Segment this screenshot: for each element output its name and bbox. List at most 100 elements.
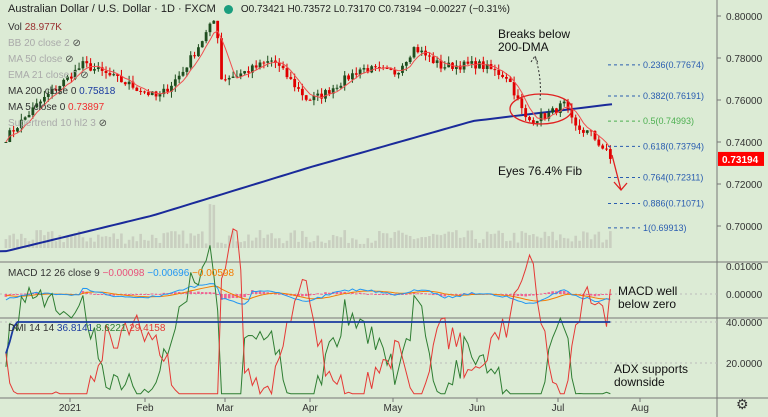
candle-body <box>23 117 27 120</box>
volume-bar <box>8 235 12 248</box>
candle-body <box>166 88 170 92</box>
candle-body <box>551 108 555 113</box>
candle-body <box>81 61 85 69</box>
volume-bar <box>555 240 558 248</box>
legend-macd[interactable]: MACD 12 26 close 9 −0.00098 −0.00696 −0.… <box>8 268 234 279</box>
macd-histogram-bar <box>220 294 223 300</box>
volume-bar <box>170 231 173 248</box>
legend-bb[interactable]: BB 20 close 2 ⊘ <box>8 38 81 49</box>
volume-bar <box>562 237 566 248</box>
macd-histogram-bar <box>208 292 212 294</box>
volume-bar <box>150 234 154 248</box>
dmi-tick-label: 20.0000 <box>726 359 763 370</box>
volume-bar <box>297 241 300 248</box>
candle-body <box>108 72 112 76</box>
candle-body <box>93 69 96 71</box>
macd-histogram-bar <box>535 294 539 295</box>
macd-histogram-bar <box>562 290 566 294</box>
time-tick-label: May <box>384 403 403 414</box>
macd-histogram-bar <box>343 291 347 294</box>
hidden-eye-icon[interactable]: ⊘ <box>65 54 74 65</box>
candle-body <box>127 81 131 85</box>
candle-body <box>543 113 547 119</box>
volume-bar <box>428 236 431 248</box>
macd-histogram-bar <box>335 291 339 294</box>
macd-histogram-bar <box>320 293 323 295</box>
legend-ema21[interactable]: EMA 21 close 0 ⊘ <box>8 70 89 81</box>
supertrend-label: Supertrend 10 hl2 3 <box>8 118 96 129</box>
candle-body <box>597 139 601 146</box>
candle-body <box>570 108 574 118</box>
settings-gear-icon[interactable]: ⚙ <box>736 396 749 412</box>
legend-dmi[interactable]: DMI 14 14 36.8141 8.6221 29.4158 <box>8 323 165 334</box>
volume-bar <box>478 242 481 248</box>
candle-body <box>143 91 146 93</box>
time-tick-label: Aug <box>631 403 649 414</box>
volume-bar <box>89 237 92 248</box>
candle-body <box>39 101 42 104</box>
candle-body <box>347 75 350 80</box>
high-value: H0.73572 <box>287 3 331 15</box>
candle-body <box>351 73 354 80</box>
volume-bar <box>443 233 447 248</box>
time-tick-label: Mar <box>216 403 234 414</box>
volume-bar <box>512 232 516 248</box>
macd-histogram-bar <box>339 292 343 294</box>
candle-body <box>62 79 66 87</box>
candle-body <box>135 87 139 91</box>
volume-bar <box>104 236 108 248</box>
volume-bar <box>316 235 320 248</box>
candle-body <box>385 67 389 69</box>
bb-label: BB 20 close 2 <box>8 38 70 49</box>
volume-bar <box>485 231 489 248</box>
macd-histogram-bar <box>139 294 142 295</box>
macd-histogram-bar <box>458 294 462 295</box>
legend-ma200[interactable]: MA 200 close 0 0.75818 <box>8 86 115 97</box>
candle-body <box>416 47 420 53</box>
volume-bar <box>93 241 96 248</box>
candle-body <box>46 93 50 97</box>
volume-bar <box>385 233 389 248</box>
candle-body <box>316 93 320 96</box>
annotation-eyes-fib: Eyes 76.4% Fib <box>498 164 583 178</box>
legend-supertrend[interactable]: Supertrend 10 hl2 3 ⊘ <box>8 118 107 129</box>
candle-body <box>505 76 508 79</box>
legend-ma50[interactable]: MA 50 close ⊘ <box>8 54 74 65</box>
hidden-eye-icon[interactable]: ⊘ <box>98 118 108 129</box>
volume-bar <box>339 237 343 248</box>
hidden-eye-icon[interactable]: ⊘ <box>72 38 81 49</box>
macd-histogram-bar <box>358 292 362 294</box>
candle-body <box>173 79 177 86</box>
candle-body <box>162 88 166 95</box>
volume-bar <box>66 237 69 248</box>
down-arrow <box>611 154 628 191</box>
volume-bar <box>462 237 466 248</box>
hidden-eye-icon[interactable]: ⊘ <box>80 70 89 81</box>
volume-bar <box>154 237 158 248</box>
candle-body <box>320 93 324 99</box>
annotation-adx: ADX supports downside <box>614 362 689 389</box>
annotation-macd: MACD well below zero <box>618 284 678 311</box>
candle-body <box>104 70 108 73</box>
volume-bar <box>451 232 454 248</box>
candle-body <box>458 65 462 70</box>
macd-histogram-bar <box>301 294 304 297</box>
volume-bar <box>270 233 273 248</box>
price-tick-label: 0.80000 <box>726 12 763 23</box>
breakdown-circle <box>509 93 573 125</box>
volume-bar <box>474 238 477 248</box>
volume-bar <box>4 239 8 248</box>
candle-body <box>358 69 362 75</box>
volume-bar <box>127 239 131 248</box>
candle-body <box>35 103 39 108</box>
volume-bar <box>447 231 450 248</box>
candle-body <box>389 68 393 70</box>
legend-ma5[interactable]: MA 5 close 0 0.73897 <box>8 102 104 113</box>
legend-vol[interactable]: Vol 28.977K <box>8 22 62 33</box>
macd-histogram-bar <box>127 294 131 295</box>
volume-bar <box>470 230 474 248</box>
volume-bar <box>158 242 162 248</box>
macd-histogram-bar <box>304 294 308 297</box>
candle-body <box>239 73 243 77</box>
